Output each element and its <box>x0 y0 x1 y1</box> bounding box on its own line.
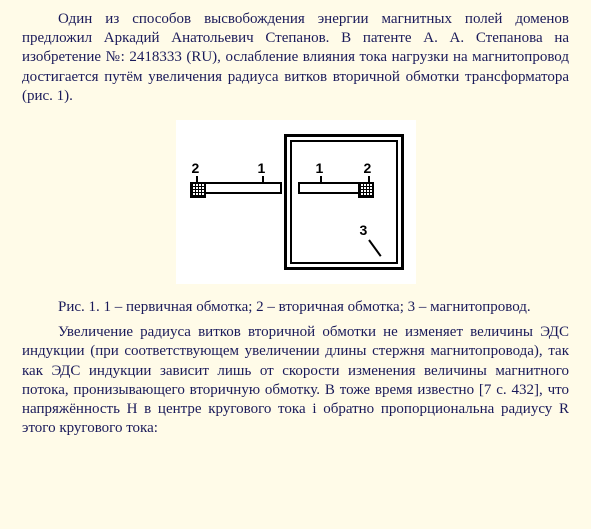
label-3: 3 <box>360 222 368 240</box>
intro-paragraph: Один из способов высвобождения энергии м… <box>22 10 569 106</box>
secondary-coil-right <box>298 182 374 194</box>
leader-2-right <box>368 176 370 182</box>
secondary-coil-left <box>190 182 282 194</box>
figure-caption: Рис. 1. 1 – первичная обмотка; 2 – втори… <box>22 298 569 317</box>
body-paragraph-2: Увеличение радиуса витков вторичной обмо… <box>22 323 569 438</box>
leader-1-right <box>320 176 322 182</box>
leader-1-left <box>262 176 264 182</box>
magnetic-core-inner <box>290 140 398 264</box>
figure-canvas: 2 1 1 2 3 <box>176 120 416 284</box>
leader-2-left <box>196 176 198 182</box>
secondary-coil-left-end <box>190 182 206 198</box>
figure-1: 2 1 1 2 3 <box>22 120 569 284</box>
secondary-coil-right-end <box>358 182 374 198</box>
